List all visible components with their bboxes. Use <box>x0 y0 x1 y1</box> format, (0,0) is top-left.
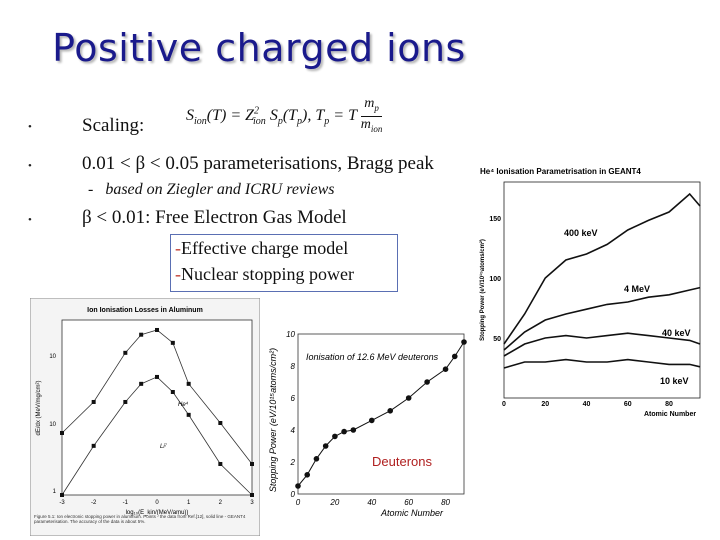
box-item-effective-charge: -Effective charge model <box>175 238 349 258</box>
series-line-1 <box>503 286 701 351</box>
y-tick: 4 <box>291 426 296 435</box>
curve-label-400kev: 400 keV <box>564 228 598 238</box>
y-tick: 1 <box>53 489 57 495</box>
data-point <box>250 461 254 466</box>
x-tick: 60 <box>624 401 632 408</box>
y-tick: 100 <box>489 276 501 283</box>
data-point <box>304 472 311 478</box>
y-tick: 6 <box>291 394 296 403</box>
data-point <box>91 399 96 404</box>
y-tick: 8 <box>291 362 296 371</box>
data-point <box>368 417 375 424</box>
data-point <box>186 381 191 386</box>
x-tick: 80 <box>441 498 450 507</box>
x-tick: -3 <box>59 500 65 506</box>
curve-label-4mev: 4 MeV <box>624 284 650 294</box>
x-tick: 40 <box>583 401 591 408</box>
deuterons-label: Deuterons <box>372 454 432 469</box>
curve-label-10kev: 10 keV <box>660 376 689 386</box>
curve-label-li7: Li⁷ <box>160 443 168 450</box>
data-point <box>424 379 430 385</box>
data-point <box>451 353 458 360</box>
data-point <box>139 332 144 337</box>
data-point <box>218 461 223 466</box>
figure-left-xlabel: log₁₀(E_kin/(MeV/amu)) <box>126 510 189 516</box>
figure-he4-parametrisation: He⁴ Ionisation Parametrisation in GEANT4… <box>474 160 718 422</box>
data-point <box>405 395 412 401</box>
slide-title: Positive charged ions <box>52 26 466 70</box>
data-point <box>139 381 144 386</box>
data-point <box>186 412 191 417</box>
data-point <box>332 433 338 440</box>
figure-left-ylabel: dE/dx (MeV/mg/cm²) <box>36 380 42 435</box>
curve-label-he4: He⁴ <box>178 401 189 408</box>
data-point <box>170 340 175 345</box>
bullet-marker: • <box>28 214 32 226</box>
data-point <box>60 430 64 435</box>
data-point <box>170 389 175 394</box>
y-tick: 2 <box>290 458 296 467</box>
series-line-2 <box>503 332 701 357</box>
data-point <box>341 428 347 435</box>
scaling-formula: Sion(T) = Z2ion Sp(Tp), Tp = T mp mion <box>186 96 383 134</box>
x-tick: 3 <box>250 500 254 506</box>
x-tick: 1 <box>187 500 191 506</box>
y-tick: 50 <box>493 336 501 343</box>
figure-mid-title: Ionisation of 12.6 MeV deuterons <box>306 352 439 362</box>
x-tick: 0 <box>502 401 506 408</box>
x-tick: -1 <box>123 500 129 506</box>
data-point <box>350 427 357 433</box>
figure-ion-losses-aluminum: Ion Ionisation Losses in Aluminum dE/dx … <box>30 298 260 536</box>
subbullet: - based on Ziegler and ICRU reviews <box>88 181 335 198</box>
figure-deuteron-ionisation: Ionisation of 12.6 MeV deuterons Stoppin… <box>262 330 468 525</box>
data-point <box>295 483 301 489</box>
data-point <box>60 493 64 497</box>
data-point <box>250 493 254 497</box>
data-point <box>155 374 159 379</box>
bullet-marker: • <box>28 160 32 172</box>
bullet-parameterisation: 0.01 < β < 0.05 parameterisations, Bragg… <box>82 153 434 174</box>
figure-mid-xlabel: Atomic Number <box>380 508 444 518</box>
data-point <box>155 327 159 332</box>
models-box: -Effective charge model -Nuclear stoppin… <box>170 234 398 292</box>
box-item-nuclear-stopping: -Nuclear stopping power <box>175 264 354 284</box>
bullet-free-electron: β < 0.01: Free Electron Gas Model <box>82 207 347 228</box>
figure-right-ylabel: Stopping Power (eV/10¹⁵atoms/cm²) <box>479 239 486 341</box>
x-tick: -2 <box>91 500 97 506</box>
data-point <box>322 443 329 449</box>
bullet-scaling: Scaling: <box>82 115 145 136</box>
y-tick: 10 <box>49 422 56 428</box>
figure-right-title: He⁴ Ionisation Parametrisation in GEANT4 <box>480 167 641 176</box>
y-tick: 150 <box>489 216 501 223</box>
x-tick: 60 <box>404 498 413 507</box>
x-tick: 20 <box>329 498 339 507</box>
x-tick: 40 <box>367 498 376 507</box>
x-tick: 0 <box>155 500 159 506</box>
x-tick: 80 <box>665 401 673 408</box>
figure-left-title: Ion Ionisation Losses in Aluminum <box>87 307 203 314</box>
curve-label-40kev: 40 keV <box>662 328 691 338</box>
figure-left-caption: Figure 5.1: Ion electronic stopping powe… <box>34 514 246 524</box>
y-tick: 10 <box>286 330 295 339</box>
y-tick: 0 <box>291 490 296 499</box>
data-point <box>461 339 467 345</box>
x-tick: 20 <box>541 401 549 408</box>
data-point <box>123 399 128 404</box>
data-point <box>218 421 223 426</box>
data-point <box>123 350 128 355</box>
bullet-marker: • <box>28 121 32 133</box>
data-point <box>91 443 96 448</box>
data-point <box>387 408 394 414</box>
x-tick: 0 <box>296 498 301 507</box>
series-line-0 <box>503 192 701 345</box>
y-tick: 10 <box>49 354 56 360</box>
x-tick: 2 <box>219 500 223 506</box>
data-point <box>442 366 449 372</box>
series-line-3 <box>503 358 701 369</box>
figure-right-xlabel: Atomic Number <box>644 411 696 418</box>
figure-mid-ylabel: Stopping Power (eV/10¹⁵atoms/cm²) <box>268 348 278 492</box>
data-point <box>313 456 320 462</box>
